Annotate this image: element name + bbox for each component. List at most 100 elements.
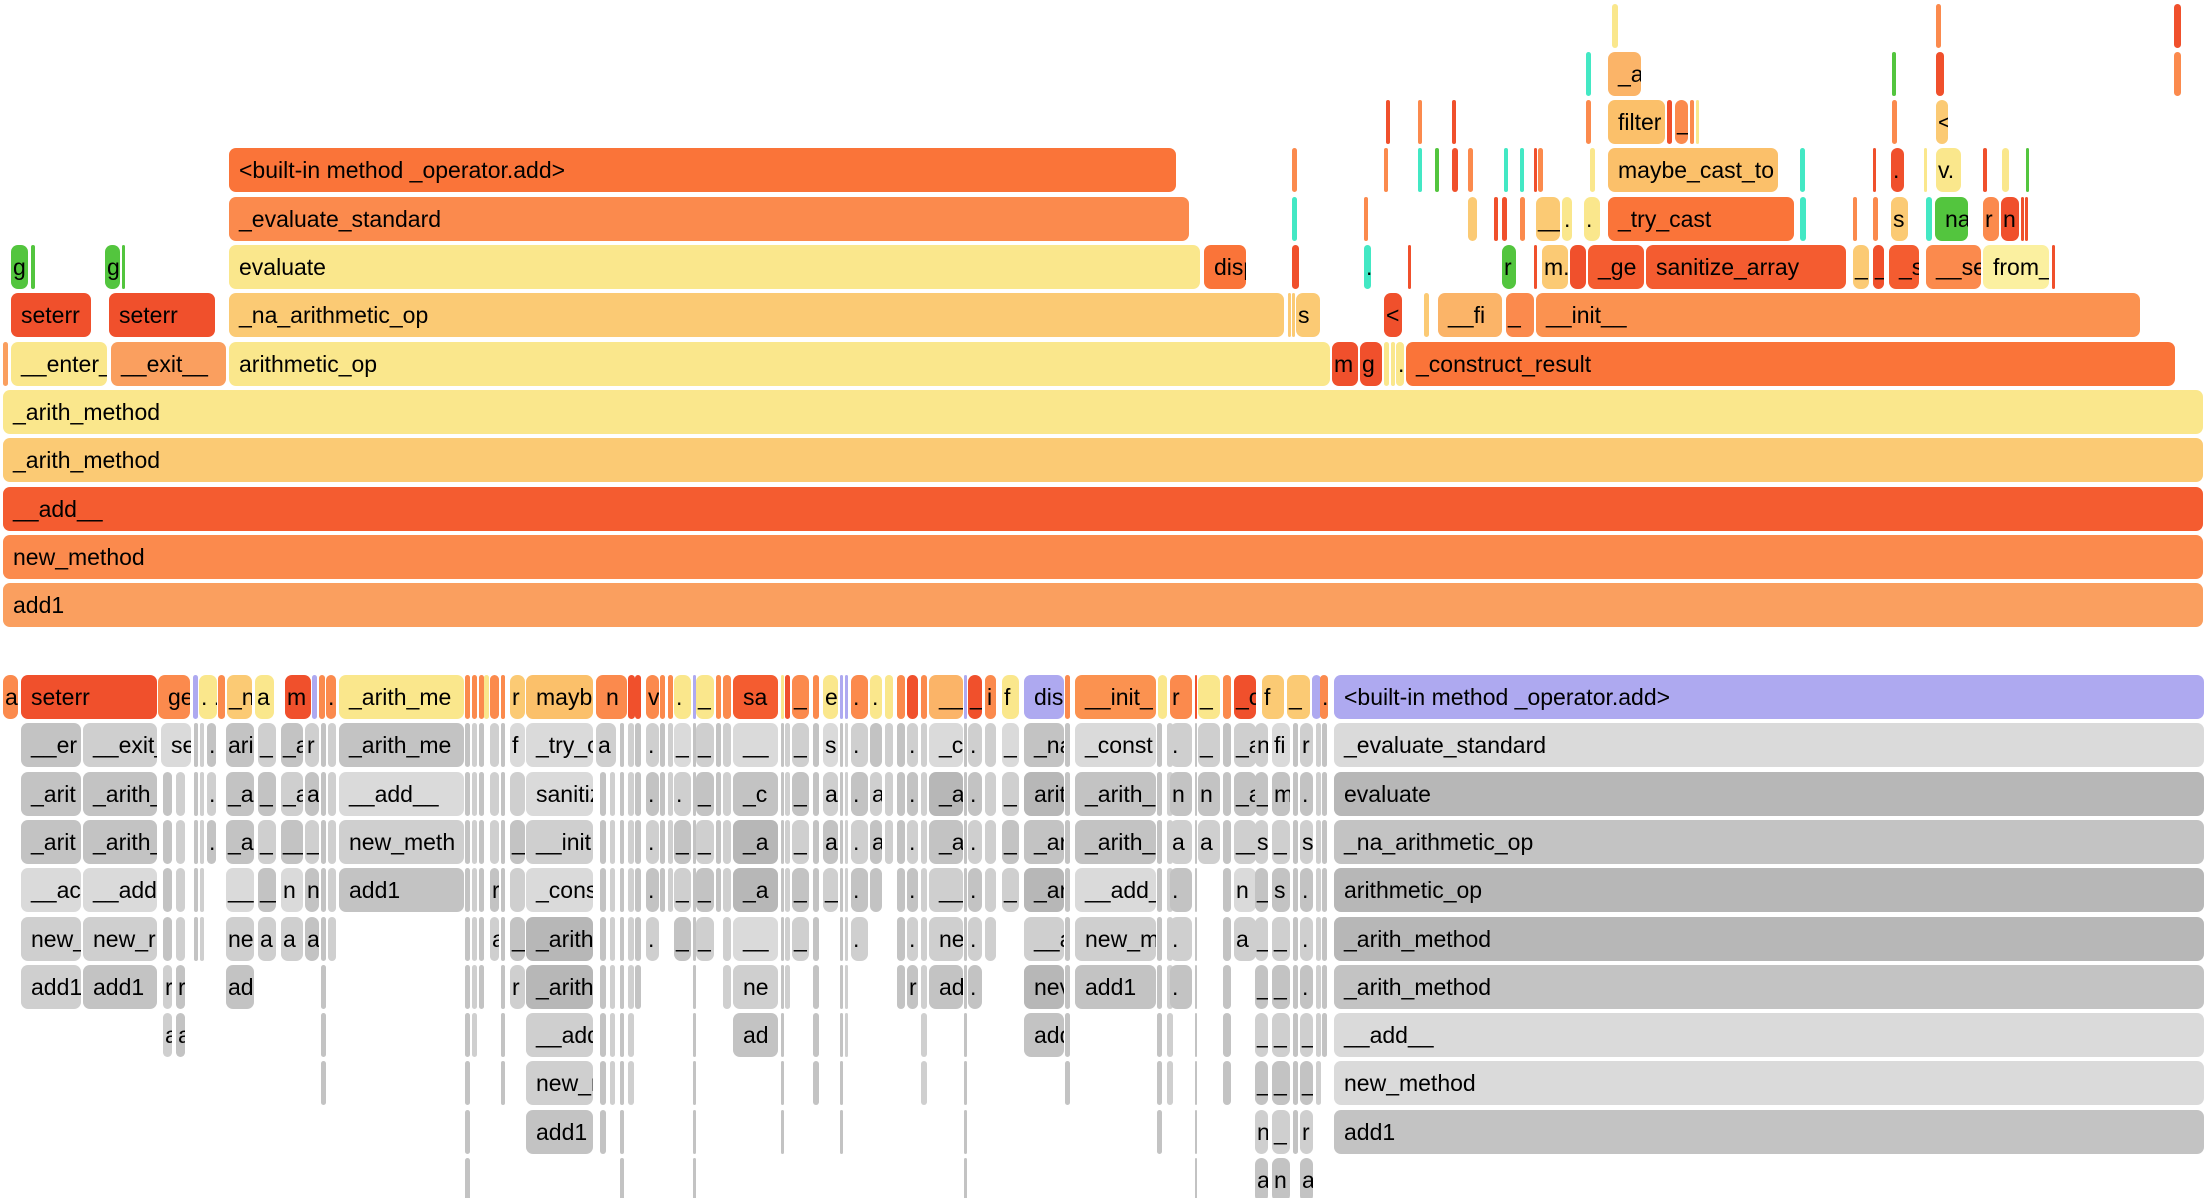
caller-frame[interactable]: f [510,723,525,767]
caller-frame[interactable]: ari [226,723,254,767]
caller-frame[interactable]: a [870,772,882,816]
caller-frame[interactable] [1293,772,1298,816]
caller-frame[interactable] [885,723,893,767]
caller-frame[interactable]: n [1198,772,1220,816]
leaf-frame[interactable]: _c [1234,675,1256,719]
caller-frame[interactable]: . [851,917,868,961]
caller-frame[interactable] [628,1061,634,1105]
caller-frame[interactable] [610,965,615,1009]
caller-frame[interactable] [693,820,696,864]
caller-frame[interactable] [200,820,204,864]
caller-frame[interactable] [964,1158,967,1198]
caller-frame[interactable] [716,820,721,864]
caller-frame[interactable] [479,772,484,816]
caller-frame[interactable] [1223,868,1231,912]
caller-frame[interactable] [985,723,996,767]
caller-frame[interactable] [660,868,665,912]
caller-frame[interactable] [510,868,525,912]
caller-frame[interactable]: __a [929,868,963,912]
caller-frame[interactable]: a [163,1013,172,1057]
leaf-frame[interactable] [668,675,673,719]
caller-frame[interactable]: . [851,868,868,912]
caller-frame[interactable] [1157,772,1162,816]
caller-frame[interactable]: arit [1024,772,1064,816]
flame-frame[interactable]: _ [1506,293,1534,337]
flame-frame[interactable] [3,342,8,386]
caller-frame[interactable] [897,772,905,816]
caller-frame[interactable] [501,965,505,1009]
caller-frame[interactable]: r [1300,1110,1313,1154]
caller-frame[interactable] [964,820,967,864]
caller-frame[interactable] [1065,868,1070,912]
caller-frame[interactable]: _ [1002,820,1019,864]
caller-frame[interactable]: . [968,723,982,767]
caller-frame[interactable]: add1 [526,1110,593,1154]
caller-frame[interactable]: . [1170,917,1192,961]
caller-frame[interactable]: _ar [929,820,963,864]
caller-frame[interactable]: . [1300,772,1313,816]
caller-frame[interactable] [1195,820,1197,864]
caller-frame[interactable] [1195,917,1197,961]
flame-frame[interactable]: __ [1536,197,1560,241]
flame-frame[interactable] [1696,100,1699,144]
leaf-frame[interactable] [472,675,477,719]
flame-frame[interactable]: __add__ [3,487,2203,531]
leaf-frame[interactable]: sa [733,675,778,719]
caller-frame[interactable] [472,868,477,912]
flame-frame[interactable] [2174,4,2181,48]
caller-frame[interactable] [693,723,696,767]
leaf-frame[interactable]: . [851,675,868,719]
leaf-frame[interactable]: _ [1287,675,1310,719]
caller-frame[interactable]: _ar [1024,868,1064,912]
caller-frame[interactable] [693,917,696,961]
caller-frame[interactable]: m [1272,772,1290,816]
caller-frame[interactable]: _ [1255,965,1268,1009]
caller-frame[interactable] [1157,1013,1162,1057]
flame-frame[interactable] [1983,148,1987,192]
caller-frame[interactable] [840,917,843,961]
caller-frame[interactable]: add [1024,1013,1064,1057]
leaf-frame[interactable] [785,675,790,719]
caller-frame[interactable] [845,1013,848,1057]
caller-frame[interactable] [600,917,606,961]
caller-frame[interactable] [1157,965,1162,1009]
flame-frame[interactable] [1590,148,1595,192]
caller-frame[interactable] [620,1158,624,1198]
caller-frame[interactable]: a [281,917,303,961]
caller-frame[interactable] [1293,1013,1298,1057]
caller-frame[interactable] [785,772,790,816]
flame-frame[interactable] [1384,342,1389,386]
caller-frame[interactable] [1065,820,1070,864]
caller-frame[interactable] [1322,917,1327,961]
caller-frame[interactable] [1316,772,1321,816]
flame-frame[interactable]: disp [1204,245,1246,289]
flame-frame[interactable]: g [11,245,28,289]
caller-frame[interactable] [600,772,606,816]
caller-frame[interactable] [1316,820,1321,864]
caller-frame[interactable] [479,965,484,1009]
caller-frame[interactable]: . [968,868,982,912]
caller-frame[interactable]: _arith [526,917,593,961]
caller-frame[interactable]: . [1300,868,1313,912]
caller-frame[interactable] [845,772,848,816]
caller-frame[interactable]: r [305,723,319,767]
caller-frame[interactable]: . [851,772,868,816]
flame-frame[interactable] [2025,197,2028,241]
caller-frame[interactable] [716,772,721,816]
flame-frame[interactable]: _evaluate_standard [229,197,1189,241]
caller-frame[interactable]: ne [226,917,254,961]
caller-frame[interactable] [964,723,967,767]
caller-frame[interactable] [781,820,784,864]
caller-frame[interactable]: . [646,772,659,816]
caller-frame[interactable] [1065,1013,1070,1057]
flame-frame[interactable]: sanitize_array [1646,245,1846,289]
caller-frame[interactable]: __init [526,820,593,864]
leaf-frame[interactable] [1065,675,1070,719]
caller-frame[interactable] [465,868,470,912]
flame-frame[interactable] [1520,197,1525,241]
caller-frame[interactable]: new_r [526,1061,593,1105]
caller-frame[interactable] [693,1110,696,1154]
caller-frame[interactable]: n [1255,723,1268,767]
caller-frame[interactable]: _ar [1024,820,1064,864]
caller-frame[interactable]: __ [1234,820,1256,864]
